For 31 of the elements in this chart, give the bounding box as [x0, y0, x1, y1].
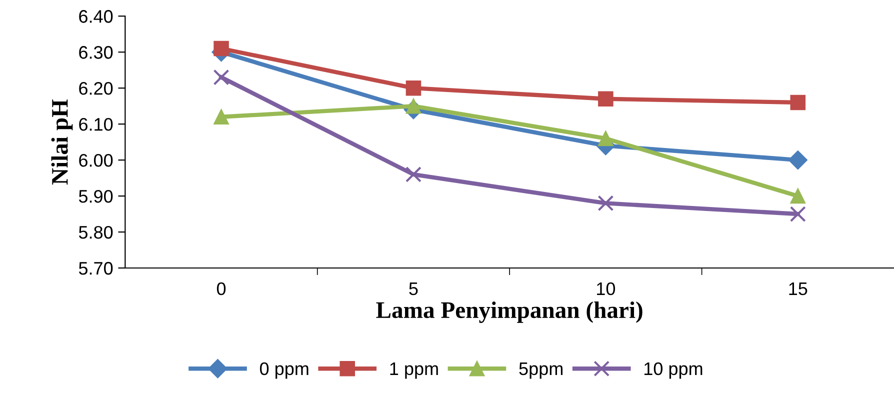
point [598, 130, 614, 146]
x-tick-label: 0 [216, 282, 226, 296]
y-tick-label: 6.00 [79, 154, 113, 167]
legend-label: 1 ppm [390, 362, 438, 379]
x-tick-label: 5 [409, 282, 418, 296]
point [213, 69, 230, 86]
point [598, 91, 614, 107]
y-axis-title: Nilai pH [51, 99, 73, 185]
point [214, 40, 229, 56]
legend-label: 5ppm [519, 362, 562, 379]
point [788, 150, 808, 170]
y-tick-label: 6.30 [79, 46, 113, 59]
x-axis-title: Lama Penyimpanan (hari) [376, 301, 642, 323]
y-tick-label: 6.40 [79, 10, 113, 23]
legend-label: 10 ppm [644, 362, 702, 379]
y-tick-label: 6.10 [79, 118, 113, 131]
x-tick-label: 15 [789, 282, 808, 296]
legend-label: 0 ppm [260, 362, 308, 379]
y-tick-label: 5.70 [78, 262, 113, 275]
point [790, 94, 806, 110]
x-tick-label: 10 [597, 282, 616, 296]
point [790, 188, 806, 204]
point [790, 206, 806, 222]
y-tick-label: 5.80 [78, 226, 113, 239]
y-tick-label: 6.20 [79, 82, 113, 95]
point [406, 98, 422, 114]
point [598, 195, 614, 212]
y-tick-label: 5.90 [78, 190, 113, 203]
point [406, 80, 422, 96]
point [214, 109, 229, 125]
point [405, 166, 422, 182]
